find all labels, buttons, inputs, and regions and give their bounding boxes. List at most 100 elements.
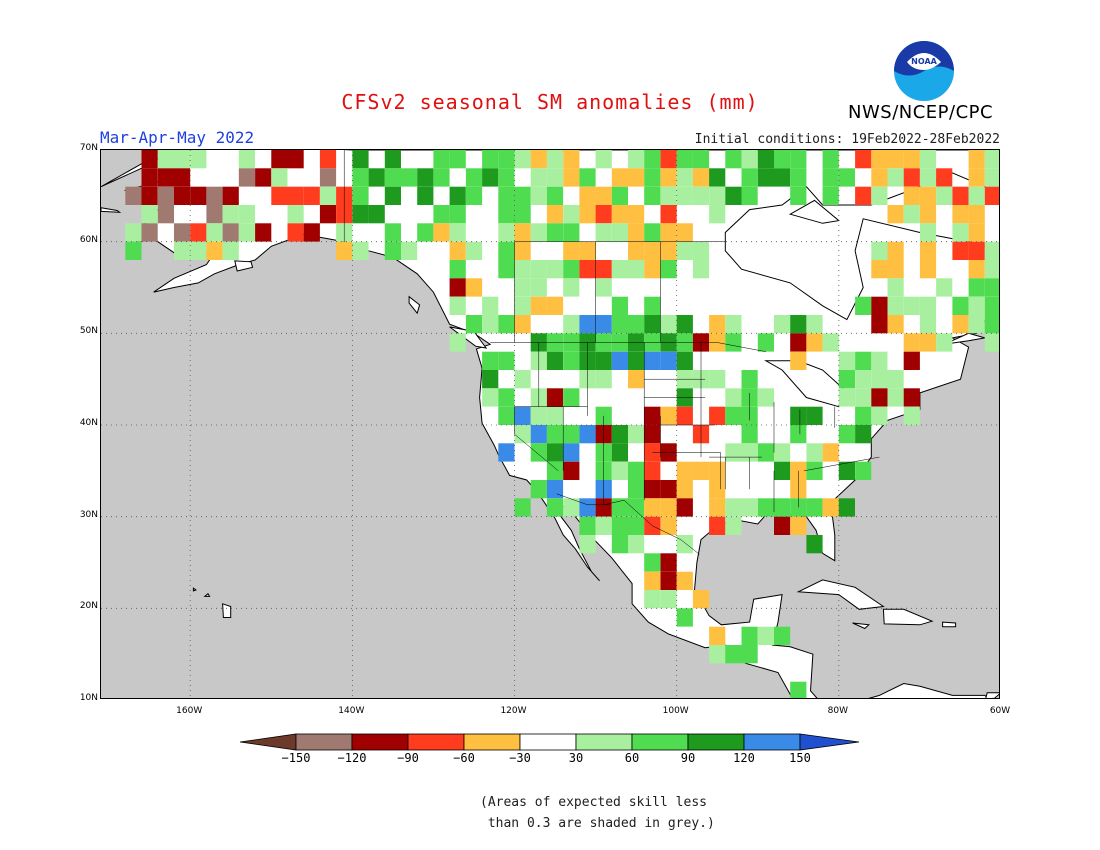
- anomaly-cell: [174, 150, 191, 169]
- colorbar: [240, 733, 860, 751]
- anomaly-cell: [936, 278, 953, 297]
- anomaly-cell: [271, 186, 288, 205]
- colorbar-segment: [463, 733, 521, 751]
- anomaly-cell: [903, 296, 920, 315]
- anomaly-cell: [887, 150, 904, 169]
- anomaly-cell: [498, 205, 515, 224]
- anomaly-cell: [757, 388, 774, 407]
- anomaly-cell: [806, 498, 823, 517]
- anomaly-cell: [757, 626, 774, 645]
- colorbar-segment: [743, 733, 801, 751]
- lat-label: 60N: [79, 234, 98, 245]
- anomaly-cell: [222, 223, 239, 242]
- anomaly-cell: [514, 260, 531, 279]
- anomaly-cell: [822, 498, 839, 517]
- anomaly-cell: [206, 241, 223, 260]
- anomaly-cell: [952, 223, 969, 242]
- anomaly-cell: [725, 645, 742, 664]
- anomaly-cell: [644, 425, 661, 444]
- anomaly-cell: [190, 150, 207, 169]
- anomaly-cell: [757, 443, 774, 462]
- jamaica: [852, 622, 870, 630]
- trinidad: [985, 692, 999, 698]
- anomaly-cell: [449, 223, 466, 242]
- anomaly-cell: [676, 608, 693, 627]
- anomaly-cell: [968, 205, 985, 224]
- lat-label: 70N: [79, 143, 98, 153]
- anomaly-cell: [822, 150, 839, 169]
- anomaly-cell: [952, 315, 969, 334]
- agency-label: NWS/NCEP/CPC: [848, 102, 994, 123]
- anomaly-cell: [530, 150, 547, 169]
- anomaly-cell: [660, 590, 677, 609]
- anomaly-cell: [806, 535, 823, 554]
- hispaniola: [882, 608, 934, 626]
- anomaly-cell: [660, 498, 677, 517]
- anomaly-cell: [660, 553, 677, 572]
- anomaly-cell: [482, 370, 499, 389]
- anomaly-cell: [855, 186, 872, 205]
- anomaly-cell: [174, 168, 191, 187]
- anomaly-cell: [855, 150, 872, 169]
- anomaly-cell: [919, 223, 937, 242]
- lat-label: 30N: [79, 509, 98, 520]
- anomaly-cell: [676, 150, 693, 169]
- anomaly-cell: [628, 223, 645, 242]
- anomaly-cell: [968, 150, 985, 169]
- anomaly-cell: [838, 425, 855, 444]
- anomaly-cell: [952, 205, 969, 224]
- anomaly-cell: [125, 186, 142, 205]
- anomaly-cell: [822, 333, 839, 352]
- anomaly-cell: [546, 296, 564, 315]
- anomaly-cell: [611, 351, 628, 370]
- anomaly-cell: [579, 315, 596, 334]
- anomaly-cell: [709, 498, 726, 517]
- anomaly-cell: [498, 223, 515, 242]
- anomaly-cell: [271, 168, 288, 187]
- anomaly-cell: [498, 260, 515, 279]
- anomaly-cell: [498, 186, 515, 205]
- anomaly-cell: [611, 498, 628, 517]
- anomaly-cell: [255, 168, 272, 187]
- anomaly-cell: [644, 571, 661, 590]
- anomaly-cell: [449, 150, 466, 169]
- anomaly-cell: [644, 498, 661, 517]
- anomaly-cell: [838, 370, 855, 389]
- anomaly-cell: [968, 168, 985, 187]
- lon-label: 100W: [662, 706, 689, 716]
- anomaly-cell: [238, 223, 255, 242]
- anomaly-cell: [401, 241, 418, 260]
- anomaly-cell: [790, 333, 807, 352]
- anomaly-cell: [563, 168, 580, 187]
- border-line: [803, 456, 880, 472]
- anomaly-cell: [838, 461, 855, 480]
- anomaly-cell: [530, 223, 547, 242]
- anomaly-cell: [903, 150, 920, 169]
- anomaly-cell: [741, 645, 758, 664]
- anomaly-cell: [498, 150, 515, 169]
- anomaly-cell: [919, 241, 937, 260]
- anomaly-cell: [984, 278, 999, 297]
- anomaly-cell: [174, 186, 191, 205]
- anomaly-cell: [644, 241, 661, 260]
- anomaly-cell: [352, 150, 369, 169]
- anomaly-cell: [157, 150, 174, 169]
- anomaly-cell: [644, 223, 661, 242]
- anomaly-cell: [725, 388, 742, 407]
- anomaly-cell: [611, 168, 628, 187]
- anomaly-cell: [968, 186, 985, 205]
- anomaly-cell: [465, 241, 483, 260]
- anomaly-cell: [271, 150, 288, 169]
- anomaly-cell: [352, 168, 369, 187]
- anomaly-cell: [514, 315, 531, 334]
- anomaly-cell: [628, 370, 645, 389]
- anomaly-cell: [855, 461, 872, 480]
- graticule: [101, 150, 999, 698]
- anomaly-cell: [546, 425, 564, 444]
- anomaly-cell: [628, 205, 645, 224]
- anomaly-cell: [774, 168, 791, 187]
- anomaly-cell: [790, 168, 807, 187]
- anomaly-cell: [984, 150, 999, 169]
- anomaly-cell: [190, 241, 207, 260]
- anomaly-cell: [644, 406, 661, 425]
